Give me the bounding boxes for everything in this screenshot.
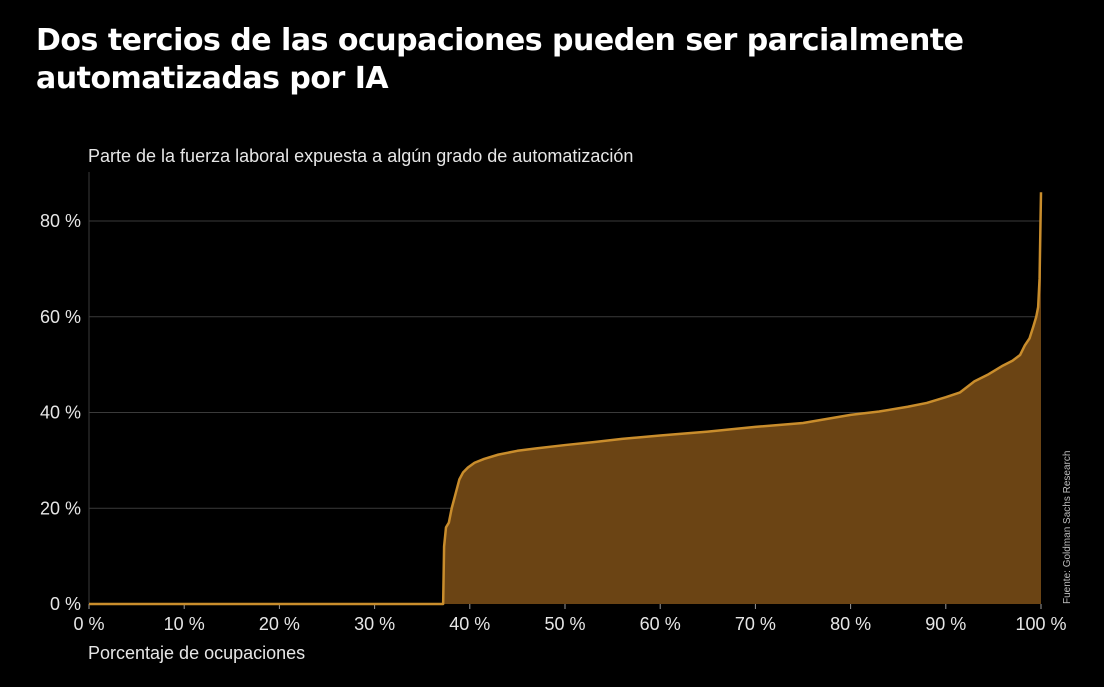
x-tick-label: 0 % [73, 614, 104, 634]
x-tick-label: 80 % [830, 614, 871, 634]
x-tick-label: 100 % [1015, 614, 1066, 634]
y-axis: 0 % 20 % 40 % 60 % 80 % [40, 211, 81, 614]
x-tick-label: 90 % [925, 614, 966, 634]
x-tick-label: 30 % [354, 614, 395, 634]
x-axis-label: Porcentaje de ocupaciones [88, 643, 306, 663]
y-axis-label: Parte de la fuerza laboral expuesta a al… [88, 146, 634, 166]
y-tick-label: 20 % [40, 498, 81, 518]
area-fill [89, 192, 1041, 604]
x-tick-label: 60 % [640, 614, 681, 634]
y-tick-label: 0 % [50, 594, 81, 614]
y-tick-label: 60 % [40, 307, 81, 327]
x-axis: 0 % 10 % 20 % 30 % 40 % 50 % 60 % 70 % 80 % 90 % 1… [73, 604, 1067, 634]
y-tick-label: 40 % [40, 403, 81, 423]
y-tick-label: 80 % [40, 211, 81, 231]
x-tick-label: 20 % [259, 614, 300, 634]
x-tick-label: 40 % [449, 614, 490, 634]
x-tick-label: 50 % [544, 614, 585, 634]
x-tick-label: 10 % [164, 614, 205, 634]
x-tick-label: 70 % [735, 614, 776, 634]
chart-title: Dos tercios de las ocupaciones pueden se… [36, 23, 964, 96]
series-line [89, 192, 1043, 606]
